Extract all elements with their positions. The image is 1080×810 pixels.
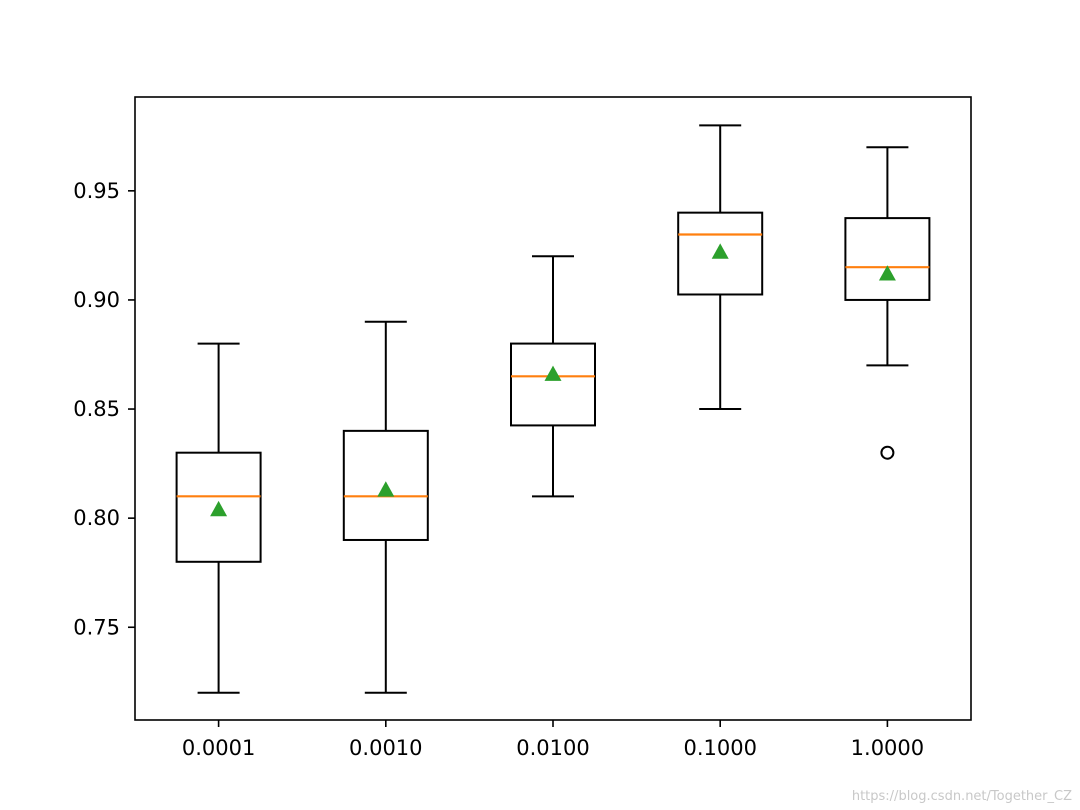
plot-area-frame (134, 96, 972, 721)
iqr-box (844, 217, 931, 301)
x-tick-label: 0.0010 (349, 736, 422, 760)
y-tick-label: 0.85 (73, 397, 120, 421)
y-tick-label: 0.80 (73, 506, 120, 530)
iqr-box (342, 429, 429, 541)
x-tick-label: 0.0100 (516, 736, 589, 760)
mean-marker (878, 265, 896, 281)
watermark-text: https://blog.csdn.net/Together_CZ (851, 789, 1072, 804)
box-0.0001 (175, 342, 262, 694)
y-tick-label: 0.90 (73, 288, 120, 312)
iqr-box (510, 342, 596, 427)
box-0.0100 (510, 255, 596, 498)
box-0.1000 (677, 124, 764, 411)
outlier-point (880, 445, 895, 460)
x-tick-label: 0.0001 (182, 736, 255, 760)
x-axis: 0.0001 0.0010 0.0100 0.1000 1.0000 (182, 720, 924, 760)
mean-marker (210, 500, 228, 517)
chart-marks (175, 124, 931, 694)
box-1.0000 (844, 146, 931, 460)
y-tick-label: 0.75 (73, 615, 120, 639)
iqr-box (175, 451, 262, 563)
y-tick-label: 0.95 (73, 179, 120, 203)
iqr-box (677, 211, 764, 296)
mean-marker (711, 243, 729, 259)
x-tick-label: 1.0000 (851, 736, 924, 760)
mean-marker (377, 481, 395, 497)
x-tick-label: 0.1000 (683, 736, 756, 760)
mean-marker (544, 365, 562, 381)
box-0.0010 (342, 320, 429, 694)
y-axis: 0.75 0.80 0.85 0.90 0.95 (73, 179, 135, 639)
